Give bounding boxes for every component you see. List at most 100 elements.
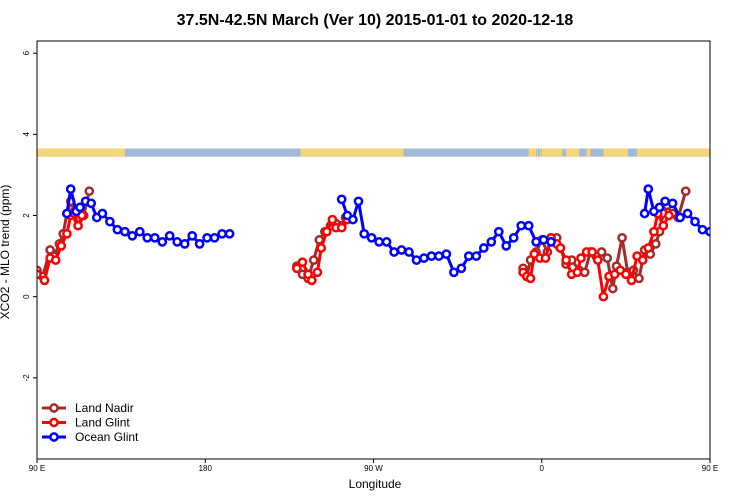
land-ocean-band [37, 148, 710, 157]
point-ocean-glint [179, 239, 190, 249]
point-land-glint [649, 226, 659, 237]
point-land-glint [312, 267, 323, 278]
y-axis: -2 0 2 4 6 [22, 50, 37, 381]
y-tick-label: 2 [22, 213, 31, 218]
legend-label-ocean-glint: Ocean Glint [75, 430, 139, 444]
land-band-segment [541, 148, 563, 157]
x-tick-label: 0 [540, 464, 545, 473]
point-land-glint [316, 243, 327, 253]
point-ocean-glint [381, 237, 392, 247]
point-land-glint [297, 257, 308, 268]
y-tick-label: -2 [22, 374, 31, 382]
point-land-nadir [617, 232, 627, 243]
point-ocean-glint [164, 230, 175, 241]
point-ocean-glint [441, 249, 452, 259]
point-land-glint [73, 220, 83, 231]
point-ocean-glint [660, 196, 670, 207]
point-ocean-glint [682, 208, 693, 219]
point-land-glint [576, 253, 586, 263]
x-tick-label: 90 W [364, 464, 383, 473]
point-land-nadir [680, 186, 691, 197]
point-ocean-glint [463, 251, 474, 261]
point-ocean-glint [449, 267, 459, 278]
point-ocean-glint [366, 232, 377, 243]
point-ocean-glint [667, 198, 678, 209]
y-tick-label: 6 [22, 50, 31, 55]
point-ocean-glint [120, 226, 130, 237]
point-land-glint [587, 247, 598, 257]
x-axis: 90 E 180 90 W 0 90 E [29, 459, 718, 473]
point-ocean-glint [112, 224, 123, 235]
point-ocean-glint [62, 208, 72, 219]
point-land-glint [540, 253, 551, 263]
point-land-glint [50, 255, 61, 265]
legend-marker-ocean-glint [49, 432, 59, 442]
land-band-segment [37, 148, 125, 157]
legend-label-land-nadir: Land Nadir [75, 401, 134, 415]
point-ocean-glint [336, 194, 347, 205]
point-land-glint [598, 291, 609, 302]
point-ocean-glint [75, 202, 85, 213]
point-land-glint [306, 275, 317, 286]
point-land-nadir [650, 239, 661, 249]
point-ocean-glint [720, 228, 727, 235]
point-ocean-glint [353, 196, 364, 207]
point-ocean-glint [105, 216, 115, 227]
point-ocean-glint [643, 184, 654, 194]
point-ocean-glint [194, 239, 205, 249]
point-land-nadir [308, 255, 319, 265]
point-ocean-glint [134, 226, 145, 237]
point-land-glint [321, 226, 332, 237]
point-land-glint [643, 243, 654, 253]
point-ocean-glint [493, 226, 504, 237]
point-ocean-glint [187, 230, 198, 241]
point-ocean-glint [374, 237, 384, 247]
point-land-glint [637, 255, 648, 265]
y-tick-label: 0 [22, 294, 31, 299]
point-ocean-glint [471, 251, 482, 261]
point-land-glint [56, 241, 67, 251]
point-land-glint [327, 214, 338, 225]
point-land-nadir [607, 283, 618, 294]
land-band-segment [528, 148, 537, 157]
point-land-nadir [602, 253, 613, 263]
point-ocean-glint [523, 220, 534, 231]
land-band-segment [566, 148, 580, 157]
point-ocean-glint [396, 245, 407, 255]
point-land-glint [62, 228, 72, 239]
point-ocean-glint [359, 228, 370, 239]
legend-marker-land-glint [49, 417, 59, 428]
point-ocean-glint [97, 208, 108, 219]
y-tick-label: 4 [22, 132, 31, 137]
point-ocean-glint [639, 208, 650, 219]
series-line-land-glint [37, 212, 84, 282]
land-band-segment [537, 148, 539, 157]
x-tick-label: 90 E [702, 464, 718, 473]
point-ocean-glint [456, 263, 467, 274]
point-ocean-glint [65, 184, 76, 194]
point-ocean-glint [202, 232, 212, 243]
point-ocean-glint [209, 232, 220, 243]
y-axis-label: XCO2 - MLO trend (ppm) [0, 185, 12, 320]
point-ocean-glint [419, 253, 429, 263]
point-ocean-glint [531, 237, 541, 247]
land-band-segment [637, 148, 710, 157]
point-ocean-glint [508, 232, 519, 243]
point-ocean-glint [86, 198, 97, 209]
point-ocean-glint [697, 224, 708, 235]
point-ocean-glint [675, 212, 685, 223]
land-band-segment [300, 148, 404, 157]
point-land-glint [336, 222, 347, 233]
x-tick-label: 180 [199, 464, 213, 473]
point-ocean-glint [224, 228, 235, 239]
point-land-glint [572, 267, 583, 278]
point-ocean-glint [149, 232, 160, 243]
point-land-nadir [634, 273, 644, 284]
point-ocean-glint [426, 251, 437, 261]
point-ocean-glint [478, 243, 489, 253]
point-ocean-glint [217, 228, 227, 239]
series-ocean-glint [62, 184, 727, 278]
point-ocean-glint [411, 255, 422, 265]
point-land-glint [555, 243, 566, 253]
